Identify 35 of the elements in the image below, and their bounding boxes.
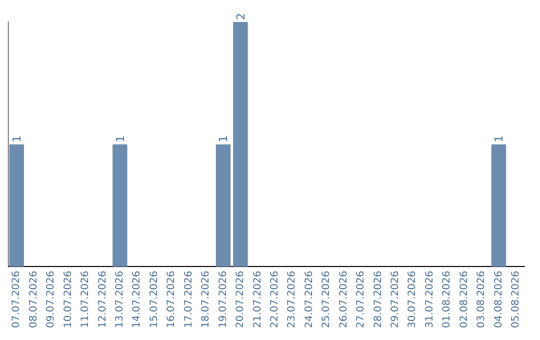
x-tick-label: 26.07.2026 — [338, 270, 350, 328]
x-tick-label: 30.07.2026 — [407, 270, 418, 328]
x-tick-label: 25.07.2026 — [321, 270, 332, 328]
x-tick-label: 23.07.2026 — [286, 270, 298, 328]
x-tick-label: 29.07.2026 — [390, 270, 401, 328]
x-tick-label: 20.07.2026 — [235, 270, 246, 328]
x-tick-label: 18.07.2026 — [200, 270, 212, 328]
x-tick-label: 24.07.2026 — [304, 270, 315, 328]
x-tick-label: 19.07.2026 — [218, 270, 229, 328]
data-label: 1 — [10, 135, 24, 142]
x-tick-label: 31.07.2026 — [424, 270, 436, 328]
x-tick-label: 14.07.2026 — [132, 270, 143, 328]
x-tick-label: 02.08.2026 — [458, 270, 470, 328]
x-tick-label: 05.08.2026 — [510, 270, 522, 328]
x-tick-label: 03.08.2026 — [476, 270, 488, 328]
x-tick-label: 09.07.2026 — [46, 270, 57, 328]
data-label: 1 — [217, 135, 230, 142]
x-tick-label: 15.07.2026 — [148, 270, 160, 328]
x-tick-label: 10.07.2026 — [62, 270, 74, 328]
data-label: 2 — [234, 13, 248, 20]
x-tick-label: 07.07.2026 — [11, 270, 22, 328]
x-tick-label: 17.07.2026 — [183, 270, 194, 328]
x-tick-label: 04.08.2026 — [493, 270, 504, 328]
data-label: 1 — [114, 135, 127, 142]
x-tick-label: 08.07.2026 — [28, 270, 40, 328]
x-tick-label: 11.07.2026 — [80, 270, 92, 328]
data-label: 1 — [492, 135, 506, 142]
x-tick-label: 21.07.2026 — [252, 270, 264, 328]
x-tick-label: 16.07.2026 — [166, 270, 178, 328]
x-tick-label: 12.07.2026 — [97, 270, 108, 328]
x-tick-label: 13.07.2026 — [114, 270, 126, 328]
x-tick-label: 27.07.2026 — [356, 270, 367, 328]
x-tick-label: 22.07.2026 — [269, 270, 280, 328]
x-tick-label: 01.08.2026 — [442, 270, 453, 328]
x-tick-label: 28.07.2026 — [372, 270, 384, 328]
